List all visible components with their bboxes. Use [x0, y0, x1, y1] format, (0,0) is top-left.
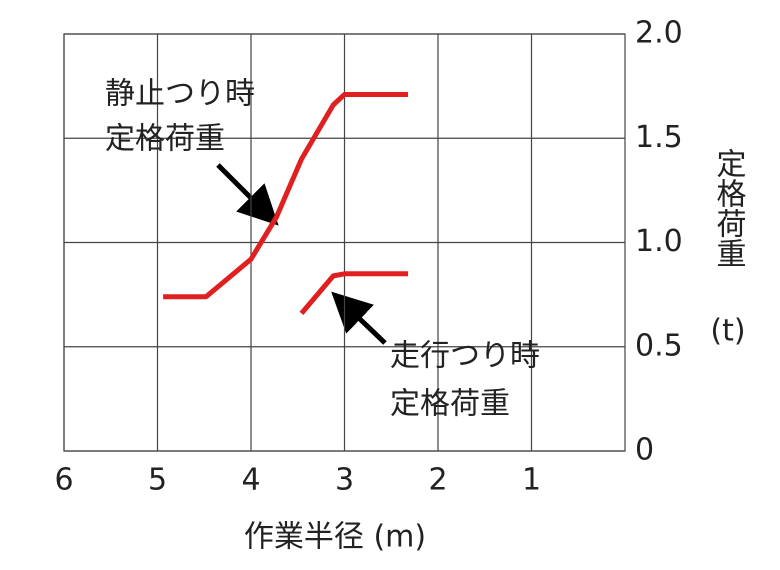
y-tick-label: 0.5: [635, 328, 683, 363]
annotation: 静止つり時: [105, 77, 255, 112]
data-line: [163, 91, 409, 300]
x-tick-label: 3: [335, 463, 354, 498]
y-tick-label: 0: [635, 433, 654, 468]
annotation-arrow: [216, 163, 279, 226]
x-tick-label: 6: [54, 463, 73, 498]
y-axis-label: (t): [710, 314, 745, 349]
x-tick-label: 2: [428, 463, 447, 498]
x-tick-label: 5: [148, 463, 167, 498]
annotation: 走行つり時: [390, 339, 540, 374]
annotation-arrow: [331, 291, 387, 345]
y-axis-label: 定格荷重: [711, 148, 747, 268]
annotation: 定格荷重: [390, 387, 510, 422]
y-tick-label: 1.5: [635, 120, 683, 155]
annotation: 定格荷重: [105, 122, 225, 157]
y-tick-label: 2.0: [635, 16, 683, 51]
x-tick-label: 1: [522, 463, 541, 498]
x-tick-label: 4: [241, 463, 260, 498]
x-axis-label: 作業半径 (m): [244, 520, 426, 555]
data-line: [299, 271, 409, 316]
y-tick-label: 1.0: [635, 224, 683, 259]
